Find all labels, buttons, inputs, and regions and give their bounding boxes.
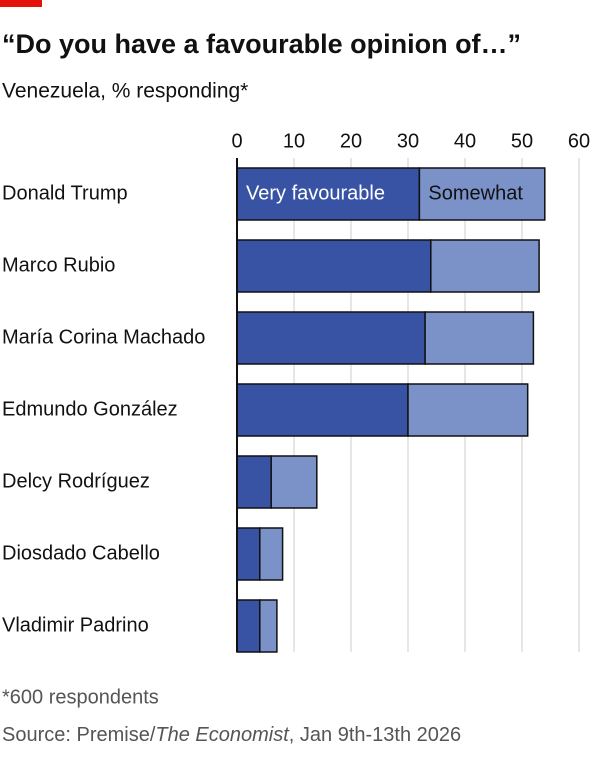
y-tick-label: Vladimir Padrino — [2, 614, 149, 636]
x-tick-label: 20 — [340, 130, 362, 152]
footnote: *600 respondents — [2, 686, 159, 708]
bar-segment — [236, 455, 272, 509]
brand-bar — [0, 0, 42, 7]
bar-segment — [236, 599, 261, 653]
legend-label: Very favourable — [246, 182, 385, 204]
source-text: Source: Premise/ — [2, 724, 156, 746]
x-tick-label: 60 — [568, 130, 590, 152]
bar-segment — [259, 527, 284, 581]
bar-segment — [407, 383, 529, 437]
y-tick-label: María Corina Machado — [2, 326, 205, 348]
y-tick-label: Delcy Rodríguez — [2, 470, 150, 492]
x-tick-label: 10 — [283, 130, 305, 152]
y-tick-label: Diosdado Cabello — [2, 542, 160, 564]
x-tick-label: 0 — [231, 130, 242, 152]
y-tick-label: Edmundo González — [2, 398, 178, 420]
source: Source: Premise/The Economist, Jan 9th-1… — [2, 724, 461, 746]
bar-segment — [424, 311, 535, 365]
legend-label: Somewhat — [428, 182, 523, 204]
source-date: , Jan 9th-13th 2026 — [289, 724, 461, 746]
bar-segment — [236, 383, 409, 437]
bar-segment — [418, 167, 546, 221]
bar-segment — [259, 599, 278, 653]
bar-segment — [270, 455, 318, 509]
x-tick-label: 30 — [397, 130, 419, 152]
bar-segment — [236, 527, 261, 581]
y-tick-label: Donald Trump — [2, 182, 128, 204]
source-publication: The Economist — [155, 724, 290, 746]
y-tick-label: Marco Rubio — [2, 254, 115, 276]
x-tick-label: 40 — [454, 130, 476, 152]
bar-segment — [236, 239, 432, 293]
x-tick-label: 50 — [511, 130, 533, 152]
bar-segment — [236, 311, 426, 365]
chart-title: “Do you have a favourable opinion of…” — [2, 29, 521, 59]
subtitle: Venezuela, % responding* — [2, 80, 248, 103]
bar-segment — [430, 239, 540, 293]
